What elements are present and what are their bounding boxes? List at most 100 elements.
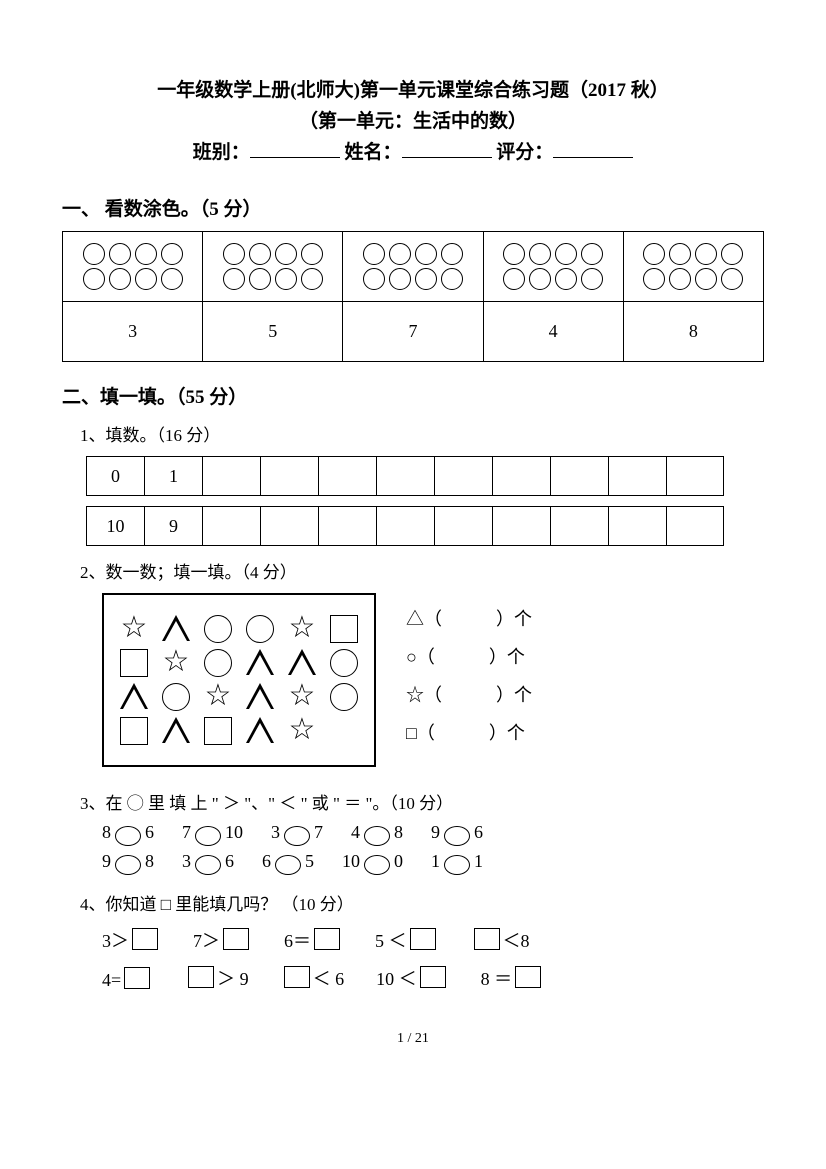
square-blank[interactable] [515, 966, 541, 988]
fill-pre: 8 ＝ [481, 969, 513, 989]
square-blank[interactable] [188, 966, 214, 988]
strip-cell[interactable] [376, 456, 434, 496]
square-blank[interactable] [284, 966, 310, 988]
compare-left: 7 [182, 822, 191, 843]
oval-blank[interactable] [275, 855, 301, 875]
strip-cell[interactable] [550, 506, 608, 546]
fill-pre: 5 ＜ [375, 931, 407, 951]
oval-blank[interactable] [284, 826, 310, 846]
star-icon: ☆ [162, 649, 190, 677]
q1-circles-cell [343, 232, 483, 302]
count-line: □（ ）个 [406, 719, 532, 745]
star-icon: ☆ [288, 683, 316, 711]
compare-item: 710 [182, 822, 243, 843]
title-line-1: 一年级数学上册(北师大)第一单元课堂综合练习题（2017 秋） [62, 75, 764, 102]
empty-circle-icon [363, 243, 385, 265]
compare-right: 8 [394, 822, 403, 843]
fill-post: ＜8 [503, 931, 530, 951]
fill-pre: 4= [102, 970, 121, 990]
count-line: ☆（ ）个 [406, 681, 532, 707]
score-blank[interactable] [553, 139, 633, 158]
count-lines: △（ ）个○（ ）个☆（ ）个□（ ）个 [406, 593, 532, 757]
strip-cell[interactable] [202, 456, 260, 496]
square-blank[interactable] [410, 928, 436, 950]
empty-circle-icon [83, 243, 105, 265]
name-blank[interactable] [402, 139, 492, 158]
square-blank[interactable] [314, 928, 340, 950]
strip-cell[interactable] [434, 456, 492, 496]
q1-number-cell: 5 [203, 302, 343, 362]
empty-circle-icon [441, 243, 463, 265]
triangle-icon [162, 615, 190, 643]
square-icon [120, 649, 148, 677]
fill-pre: 3＞ [102, 931, 129, 951]
q2-2-label: 2、数一数；填一填。（4 分） [80, 558, 764, 583]
strip-cell[interactable] [666, 506, 724, 546]
oval-blank[interactable] [115, 855, 141, 875]
circle-icon [330, 649, 358, 677]
empty-circle-icon [301, 243, 323, 265]
circle-icon [330, 683, 358, 711]
empty-circle-icon [223, 243, 245, 265]
strip-cell[interactable] [608, 506, 666, 546]
number-strip-2: 109 [86, 506, 764, 546]
compare-item: 36 [182, 851, 234, 872]
square-blank[interactable] [420, 966, 446, 988]
empty-circle-icon [249, 243, 271, 265]
empty-circle-icon [389, 268, 411, 290]
fill-item: ＜ 6 [281, 963, 345, 991]
strip-cell[interactable] [492, 506, 550, 546]
fill-item: ＜8 [471, 925, 530, 953]
empty-circle-icon [721, 268, 743, 290]
square-blank[interactable] [223, 928, 249, 950]
q1-circles-cell [63, 232, 203, 302]
strip-cell[interactable] [550, 456, 608, 496]
strip-cell[interactable] [318, 506, 376, 546]
square-blank[interactable] [132, 928, 158, 950]
compare-right: 7 [314, 822, 323, 843]
compare-left: 8 [102, 822, 111, 843]
oval-blank[interactable] [364, 826, 390, 846]
compare-item: 65 [262, 851, 314, 872]
compare-left: 3 [271, 822, 280, 843]
oval-blank[interactable] [364, 855, 390, 875]
q3-wrap: 8671037489698366510011 [102, 822, 764, 872]
square-blank[interactable] [474, 928, 500, 950]
compare-right: 8 [145, 851, 154, 872]
square-icon [120, 717, 148, 745]
triangle-icon [120, 683, 148, 711]
empty-circle-icon [249, 268, 271, 290]
strip-cell[interactable] [202, 506, 260, 546]
empty-circle-icon [83, 268, 105, 290]
oval-blank[interactable] [444, 826, 470, 846]
q1-number-cell: 4 [483, 302, 623, 362]
oval-blank[interactable] [115, 826, 141, 846]
oval-blank[interactable] [195, 855, 221, 875]
empty-circle-icon [581, 243, 603, 265]
strip-cell[interactable] [608, 456, 666, 496]
star-icon: ☆ [288, 717, 316, 745]
compare-item: 100 [342, 851, 403, 872]
oval-blank[interactable] [195, 826, 221, 846]
empty-circle-icon [161, 243, 183, 265]
strip-cell[interactable] [260, 506, 318, 546]
compare-left: 1 [431, 851, 440, 872]
fill-pre: 10 ＜ [376, 969, 417, 989]
fill-item: 5 ＜ [375, 925, 439, 953]
strip-cell[interactable] [318, 456, 376, 496]
empty-circle-icon [503, 243, 525, 265]
strip-cell[interactable] [434, 506, 492, 546]
oval-blank[interactable] [444, 855, 470, 875]
strip-cell[interactable] [492, 456, 550, 496]
strip-cell[interactable] [376, 506, 434, 546]
empty-circle-icon [643, 268, 665, 290]
strip-cell[interactable] [666, 456, 724, 496]
square-blank[interactable] [124, 967, 150, 989]
circle-icon [204, 649, 232, 677]
empty-circle-icon [695, 243, 717, 265]
triangle-icon [288, 649, 316, 677]
strip-cell[interactable] [260, 456, 318, 496]
fill-item: 3＞ [102, 925, 161, 953]
class-blank[interactable] [250, 139, 340, 158]
compare-item: 98 [102, 851, 154, 872]
